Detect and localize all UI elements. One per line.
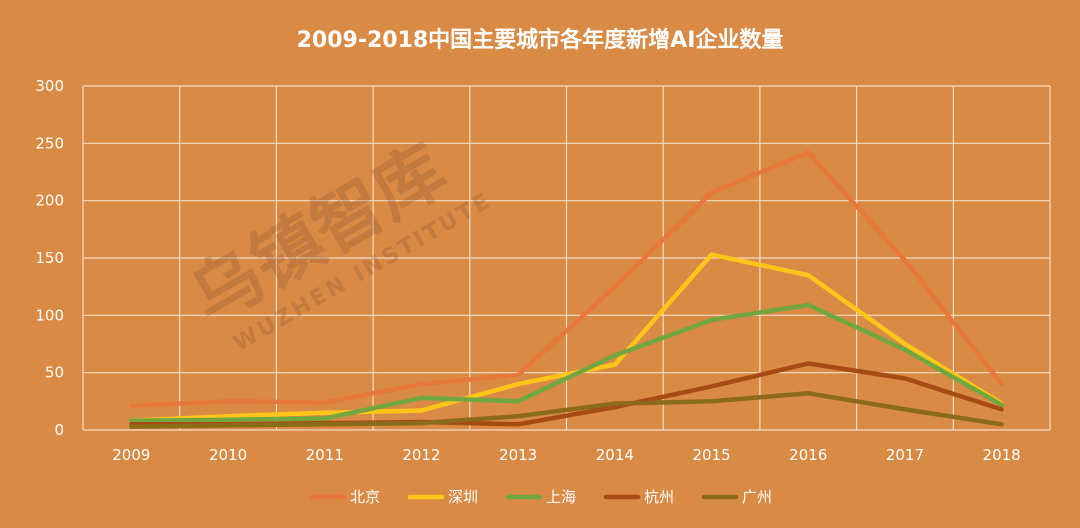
series-lines (129, 150, 1004, 429)
x-tick-label: 2013 (499, 446, 537, 464)
x-tick-label: 2017 (886, 446, 924, 464)
x-tick-label: 2016 (789, 446, 827, 464)
x-tick-label: 2014 (596, 446, 634, 464)
x-tick-label: 2010 (209, 446, 247, 464)
y-tick-label: 50 (45, 364, 64, 382)
y-tick-label: 0 (54, 421, 64, 439)
x-tick-label: 2018 (983, 446, 1021, 464)
series-line-1 (129, 150, 1004, 409)
y-tick-label: 200 (35, 192, 64, 210)
x-tick-label: 2015 (692, 446, 730, 464)
gridlines (82, 85, 1051, 431)
y-tick-label: 300 (35, 77, 64, 95)
y-tick-label: 250 (35, 134, 64, 152)
legend-label: 广州 (742, 488, 772, 506)
legend-label: 北京 (350, 488, 380, 506)
series-line-3 (129, 302, 1004, 424)
x-tick-label: 2011 (306, 446, 344, 464)
legend: 北京 深圳 上海 杭州 广州 (309, 488, 772, 506)
legend-label: 杭州 (644, 488, 674, 506)
chart-title: 2009-2018中国主要城市各年度新增AI企业数量 (297, 27, 784, 53)
legend-label: 深圳 (448, 488, 478, 506)
y-tick-label: 100 (35, 306, 64, 324)
x-tick-label: 2009 (112, 446, 150, 464)
x-axis-ticks: 2009 2010 2011 2012 2013 2014 2015 2016 2017 2018 (112, 446, 1020, 464)
series-line-2 (129, 252, 1004, 424)
y-axis-ticks: 0 50 100 150 200 250 300 (35, 77, 64, 439)
y-tick-label: 150 (35, 249, 64, 267)
series-line-5 (129, 391, 1004, 429)
watermark: 乌镇智库 WUZHEN INSTITUTE (176, 129, 496, 357)
legend-label: 上海 (546, 488, 576, 506)
x-tick-label: 2012 (402, 446, 440, 464)
